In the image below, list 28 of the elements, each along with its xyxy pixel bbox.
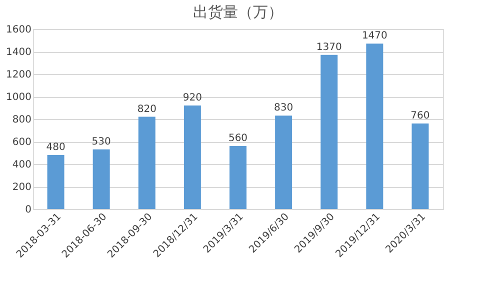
- y-tick-label: 1200: [6, 70, 32, 80]
- data-label: 1470: [362, 30, 388, 42]
- y-tick-label: 800: [12, 114, 32, 126]
- bar: [412, 124, 429, 209]
- y-tick-label: 400: [12, 160, 32, 170]
- bar: [47, 155, 64, 209]
- data-label: 830: [274, 102, 294, 114]
- bar: [230, 146, 246, 209]
- data-label: 760: [410, 110, 430, 122]
- y-tick-label: 1600: [6, 24, 32, 36]
- bar: [366, 44, 384, 209]
- data-label: 820: [137, 104, 156, 115]
- y-tick-label: 200: [12, 182, 32, 193]
- y-tick-label: 0: [25, 204, 32, 216]
- bar: [138, 116, 156, 209]
- y-tick-label: 1400: [6, 47, 32, 58]
- y-tick-label: 600: [12, 137, 32, 148]
- bar: [275, 116, 292, 209]
- data-label: 920: [182, 92, 202, 104]
- data-label: 1370: [316, 42, 342, 53]
- bar: [320, 54, 338, 209]
- bar: [184, 106, 201, 209]
- data-label: 560: [228, 133, 248, 144]
- chart-title: 出货量（万）: [193, 3, 283, 21]
- y-tick-label: 1000: [6, 92, 32, 103]
- data-label: 480: [46, 142, 66, 153]
- data-label: 530: [92, 136, 111, 148]
- bar: [92, 149, 110, 209]
